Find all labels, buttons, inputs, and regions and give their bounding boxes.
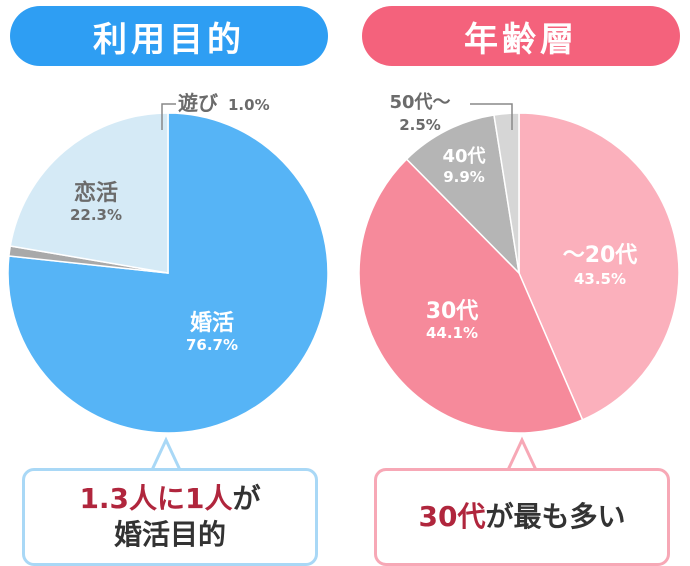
slice-pct-50s: 2.5% — [399, 116, 441, 134]
purpose-callout-rest: が — [232, 482, 261, 515]
slice-pct-30s: 44.1% — [426, 324, 478, 342]
slice-pct-asobi: 1.0% — [228, 96, 270, 114]
purpose-callout: 1.3人に1人が 婚活目的 — [22, 468, 318, 566]
age-callout-rest: が最も多い — [485, 500, 626, 533]
slice-label-20s: 〜20代 — [563, 243, 638, 268]
slice-pct-40s: 9.9% — [443, 168, 485, 186]
slice-label-renkatsu: 恋活 — [74, 180, 118, 206]
age-slice-0 — [518, 112, 680, 421]
purpose-callout-highlight: 1.3人に1人 — [79, 482, 233, 515]
slice-pct-renkatsu: 22.3% — [70, 206, 122, 224]
age-title-pill: 年齢層 — [362, 6, 680, 66]
slice-label-asobi: 遊び — [178, 91, 219, 115]
slice-label-30s: 30代 — [426, 299, 479, 324]
purpose-pie — [7, 112, 329, 434]
slice-pct-20s: 43.5% — [574, 270, 626, 288]
slice-label-40s: 40代 — [442, 146, 485, 167]
purpose-slice-2 — [9, 112, 169, 274]
asobi-leader-line — [161, 103, 176, 130]
slice-label-konkatsu: 婚活 — [190, 310, 234, 336]
slice-label-50s: 50代〜 — [389, 92, 450, 113]
fifties-leader-line — [470, 103, 513, 130]
age-slice-1 — [358, 158, 584, 434]
age-slice-3 — [493, 112, 520, 274]
age-callout: 30代が最も多い — [374, 468, 670, 566]
slice-pct-konkatsu: 76.7% — [186, 336, 238, 354]
purpose-callout-line1: 1.3人に1人が — [79, 481, 260, 517]
age-slice-2 — [405, 114, 521, 276]
age-callout-highlight: 30代 — [418, 500, 486, 533]
purpose-callout-pointer — [149, 436, 183, 472]
age-callout-pointer — [505, 436, 539, 472]
purpose-callout-line2: 婚活目的 — [113, 518, 226, 551]
purpose-title-pill: 利用目的 — [10, 6, 328, 66]
age-callout-line: 30代が最も多い — [419, 499, 626, 535]
age-pie — [358, 112, 680, 434]
